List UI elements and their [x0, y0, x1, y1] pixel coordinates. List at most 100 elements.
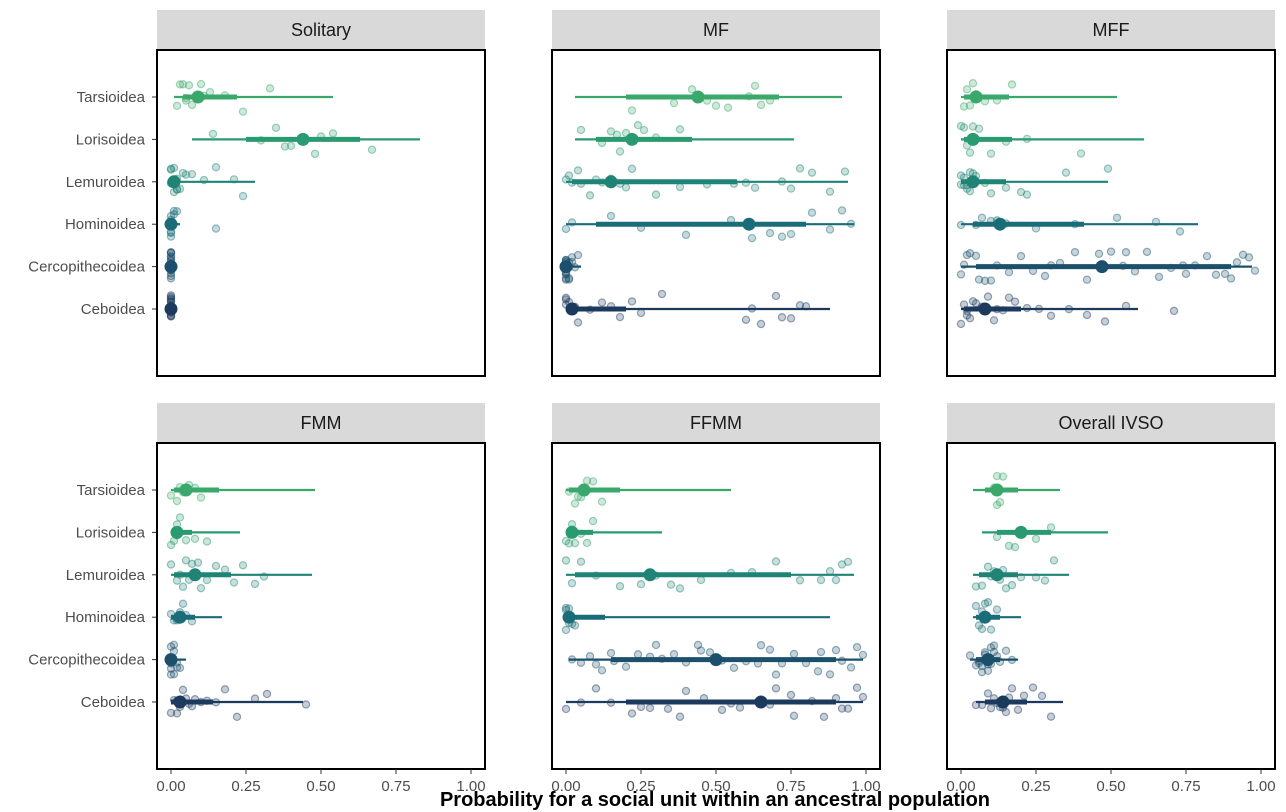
- draw-point: [989, 641, 999, 650]
- draw-point: [1202, 251, 1212, 261]
- draw-point: [789, 711, 799, 720]
- draw-point: [175, 663, 185, 673]
- draw-point: [789, 649, 799, 659]
- draw-point: [561, 295, 571, 304]
- draw-point: [858, 692, 868, 702]
- draw-point: [166, 248, 176, 258]
- draw-point: [570, 538, 580, 548]
- facet-strip: [947, 10, 1275, 50]
- draw-point: [956, 319, 966, 329]
- draw-point: [962, 250, 972, 260]
- draw-point: [627, 297, 637, 306]
- draw-point: [711, 101, 721, 110]
- draw-point: [615, 147, 625, 156]
- x-tick-label: 1.00: [456, 778, 485, 795]
- draw-point: [986, 276, 996, 285]
- draw-point: [693, 640, 703, 650]
- draw-point: [211, 162, 221, 172]
- median-point: [625, 132, 639, 146]
- draw-point: [166, 248, 176, 257]
- draw-point: [585, 191, 595, 200]
- panel-border: [551, 49, 881, 377]
- median-point: [191, 90, 205, 104]
- draw-point: [980, 599, 990, 608]
- facet-panels: Solitary Tarsioidea Lorisoidea Lemuroidea Ho…: [28, 10, 1276, 795]
- draw-point: [166, 708, 176, 718]
- x-tick-label: 0.25: [1021, 778, 1050, 795]
- draw-point: [819, 712, 829, 722]
- median-point: [709, 653, 723, 667]
- draw-point: [1076, 149, 1086, 158]
- x-tick-label: 0.25: [626, 778, 655, 795]
- draw-point: [1250, 266, 1260, 275]
- draw-point: [669, 98, 679, 108]
- draw-point: [166, 670, 176, 679]
- draw-point: [169, 206, 179, 216]
- draw-point: [1022, 190, 1032, 199]
- x-tick-label: 0.00: [156, 778, 185, 795]
- median-point: [604, 175, 618, 189]
- median-point: [969, 90, 983, 104]
- draw-point: [795, 164, 805, 173]
- draw-point: [196, 493, 206, 502]
- draw-point: [597, 497, 607, 506]
- median-point: [164, 217, 178, 231]
- draw-point: [983, 689, 993, 698]
- draw-point: [995, 498, 1005, 507]
- draw-point: [816, 647, 826, 657]
- draw-point: [786, 690, 796, 700]
- draw-point: [187, 559, 197, 569]
- draw-point: [645, 703, 655, 713]
- draw-point: [1082, 310, 1092, 320]
- draw-point: [837, 560, 847, 569]
- facet-strip: [947, 403, 1275, 443]
- draw-point: [561, 625, 571, 635]
- draw-point: [636, 580, 646, 589]
- y-tick-label: Lorisoidea: [76, 524, 146, 541]
- draw-point: [786, 184, 796, 193]
- draw-point: [1001, 646, 1011, 655]
- draw-point: [696, 575, 706, 585]
- draw-point: [846, 663, 856, 672]
- draw-point: [837, 656, 847, 665]
- y-tick-label: Lemuroidea: [66, 567, 146, 584]
- median-point: [978, 610, 992, 624]
- draw-point: [1082, 275, 1092, 284]
- draw-point: [980, 276, 990, 286]
- draw-point: [831, 645, 841, 655]
- draw-point: [965, 651, 975, 660]
- median-point: [173, 695, 187, 709]
- draw-point: [238, 107, 248, 116]
- facet-panel-mf: MF: [551, 10, 881, 377]
- draw-point: [615, 312, 625, 322]
- y-tick-label: Ceboidea: [81, 301, 146, 318]
- draw-point: [959, 123, 969, 132]
- draw-point: [663, 704, 673, 714]
- draw-point: [328, 129, 338, 138]
- x-tick-label: 0.75: [381, 778, 410, 795]
- draw-point: [591, 684, 601, 693]
- draw-point: [1220, 269, 1230, 279]
- draw-point: [169, 163, 179, 173]
- draw-point: [573, 166, 583, 175]
- median-point: [565, 525, 579, 539]
- draw-point: [190, 534, 200, 544]
- draw-point: [196, 583, 206, 593]
- draw-point: [965, 148, 975, 157]
- draw-point: [202, 575, 212, 585]
- draw-point: [220, 565, 230, 574]
- draw-point: [1040, 271, 1050, 281]
- draw-point: [187, 169, 197, 179]
- draw-point: [992, 471, 1002, 481]
- draw-point: [852, 683, 862, 692]
- draw-point: [1001, 183, 1011, 192]
- draw-point: [959, 102, 969, 111]
- draw-point: [567, 578, 577, 588]
- draw-point: [1001, 707, 1011, 717]
- draw-point: [971, 251, 981, 261]
- draw-point: [992, 500, 1002, 510]
- median-point: [966, 175, 980, 189]
- facet-title: MF: [703, 20, 729, 40]
- draw-point: [561, 274, 571, 283]
